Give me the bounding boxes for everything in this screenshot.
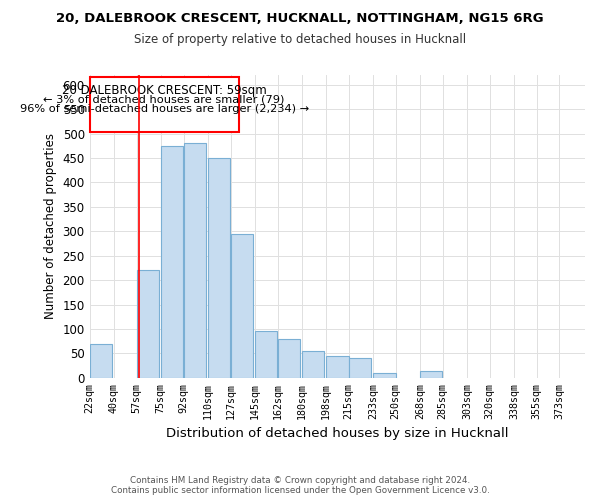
Bar bbox=[302, 351, 325, 378]
Text: ← 3% of detached houses are smaller (79): ← 3% of detached houses are smaller (79) bbox=[43, 94, 285, 104]
Bar bbox=[278, 338, 300, 378]
Bar bbox=[90, 344, 112, 378]
Text: Contains HM Land Registry data © Crown copyright and database right 2024.: Contains HM Land Registry data © Crown c… bbox=[130, 476, 470, 485]
Bar bbox=[326, 356, 349, 378]
Bar bbox=[420, 372, 442, 378]
Bar bbox=[161, 146, 184, 378]
Text: Contains public sector information licensed under the Open Government Licence v3: Contains public sector information licen… bbox=[110, 486, 490, 495]
Bar bbox=[184, 144, 206, 378]
Bar bbox=[208, 158, 230, 378]
Text: Size of property relative to detached houses in Hucknall: Size of property relative to detached ho… bbox=[134, 32, 466, 46]
Text: 20, DALEBROOK CRESCENT, HUCKNALL, NOTTINGHAM, NG15 6RG: 20, DALEBROOK CRESCENT, HUCKNALL, NOTTIN… bbox=[56, 12, 544, 26]
Bar bbox=[349, 358, 371, 378]
Bar bbox=[255, 332, 277, 378]
Y-axis label: Number of detached properties: Number of detached properties bbox=[44, 134, 57, 320]
Bar bbox=[231, 234, 253, 378]
FancyBboxPatch shape bbox=[89, 78, 239, 132]
Bar bbox=[137, 270, 159, 378]
Text: 96% of semi-detached houses are larger (2,234) →: 96% of semi-detached houses are larger (… bbox=[20, 104, 308, 114]
Text: 20 DALEBROOK CRESCENT: 59sqm: 20 DALEBROOK CRESCENT: 59sqm bbox=[62, 84, 266, 98]
X-axis label: Distribution of detached houses by size in Hucknall: Distribution of detached houses by size … bbox=[166, 427, 509, 440]
Bar bbox=[373, 373, 395, 378]
